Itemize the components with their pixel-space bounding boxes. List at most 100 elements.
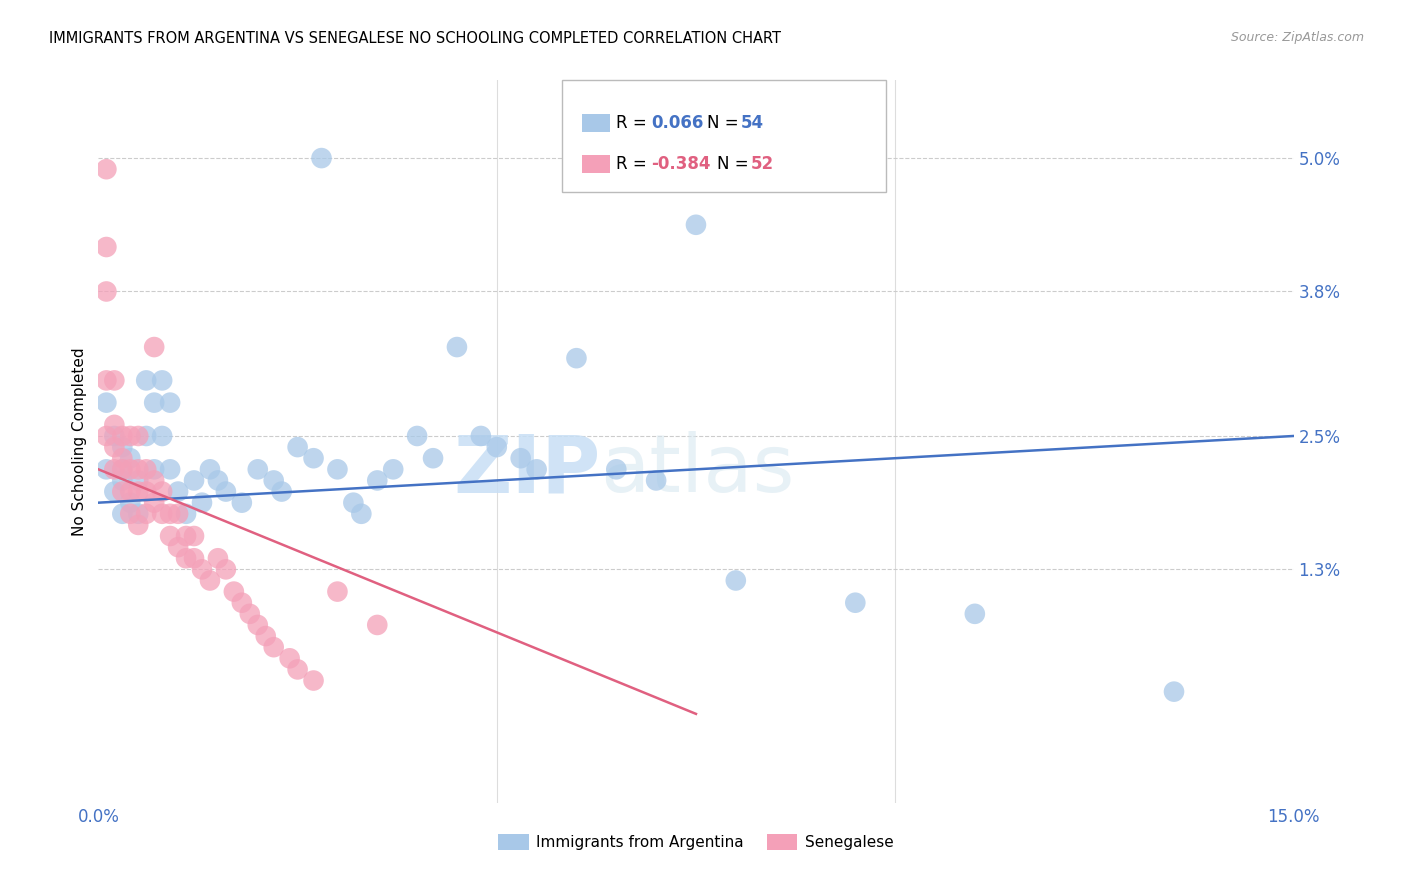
Point	[111, 440, 134, 454]
Point	[120, 507, 142, 521]
Point	[207, 474, 229, 488]
Point	[302, 673, 325, 688]
Point	[150, 507, 173, 521]
Point	[96, 285, 118, 299]
Point	[120, 451, 142, 466]
Point	[231, 596, 253, 610]
Point	[120, 462, 142, 476]
Text: 52: 52	[751, 155, 773, 173]
Point	[111, 507, 134, 521]
Point	[127, 429, 149, 443]
Point	[191, 496, 214, 510]
Point	[135, 484, 157, 499]
Point	[278, 651, 301, 665]
Point	[287, 440, 309, 454]
Point	[326, 584, 349, 599]
Point	[96, 462, 118, 476]
Point	[167, 484, 190, 499]
Point	[127, 484, 149, 499]
Point	[143, 395, 166, 409]
Point	[96, 240, 118, 254]
Point	[342, 496, 364, 510]
Point	[159, 507, 181, 521]
Point	[103, 484, 125, 499]
Point	[150, 484, 173, 499]
Point	[96, 162, 118, 177]
Point	[406, 429, 429, 443]
Point	[127, 507, 149, 521]
Y-axis label: No Schooling Completed: No Schooling Completed	[72, 347, 87, 536]
Text: ZIP: ZIP	[453, 432, 600, 509]
Text: 54: 54	[741, 114, 763, 132]
Point	[366, 618, 388, 632]
Point	[127, 517, 149, 532]
Point	[350, 507, 373, 521]
Point	[143, 496, 166, 510]
Point	[246, 618, 269, 632]
Point	[159, 462, 181, 476]
Text: IMMIGRANTS FROM ARGENTINA VS SENEGALESE NO SCHOOLING COMPLETED CORRELATION CHART: IMMIGRANTS FROM ARGENTINA VS SENEGALESE …	[49, 31, 782, 46]
Text: 0.066: 0.066	[651, 114, 703, 132]
Point	[167, 507, 190, 521]
Point	[526, 462, 548, 476]
Point	[174, 529, 197, 543]
Point	[143, 474, 166, 488]
Point	[422, 451, 444, 466]
Point	[287, 662, 309, 676]
Point	[326, 462, 349, 476]
Point	[844, 596, 866, 610]
Point	[215, 562, 238, 576]
Point	[96, 373, 118, 387]
Point	[685, 218, 707, 232]
Point	[207, 551, 229, 566]
Point	[509, 451, 531, 466]
Point	[120, 496, 142, 510]
Text: N =: N =	[707, 114, 744, 132]
Point	[183, 551, 205, 566]
Point	[485, 440, 508, 454]
Point	[111, 474, 134, 488]
Point	[231, 496, 253, 510]
Point	[174, 507, 197, 521]
Point	[239, 607, 262, 621]
Point	[159, 529, 181, 543]
Point	[605, 462, 627, 476]
Point	[246, 462, 269, 476]
Point	[198, 462, 221, 476]
Point	[565, 351, 588, 366]
Point	[270, 484, 292, 499]
Point	[103, 373, 125, 387]
Text: R =: R =	[616, 155, 652, 173]
Point	[111, 451, 134, 466]
Point	[111, 484, 134, 499]
Text: Source: ZipAtlas.com: Source: ZipAtlas.com	[1230, 31, 1364, 45]
Point	[96, 395, 118, 409]
Point	[111, 462, 134, 476]
Point	[159, 395, 181, 409]
Point	[120, 429, 142, 443]
Text: atlas: atlas	[600, 432, 794, 509]
Point	[963, 607, 986, 621]
Point	[103, 429, 125, 443]
Point	[111, 429, 134, 443]
Point	[222, 584, 245, 599]
Point	[143, 462, 166, 476]
Text: -0.384: -0.384	[651, 155, 710, 173]
Point	[254, 629, 277, 643]
Point	[183, 529, 205, 543]
Point	[120, 484, 142, 499]
Point	[96, 429, 118, 443]
Point	[103, 440, 125, 454]
Text: N =: N =	[717, 155, 754, 173]
Point	[135, 462, 157, 476]
Point	[191, 562, 214, 576]
Point	[127, 474, 149, 488]
Point	[1163, 684, 1185, 698]
Point	[645, 474, 668, 488]
Point	[135, 507, 157, 521]
Point	[143, 340, 166, 354]
Point	[311, 151, 333, 165]
Point	[470, 429, 492, 443]
Point	[382, 462, 405, 476]
Legend: Immigrants from Argentina, Senegalese: Immigrants from Argentina, Senegalese	[492, 829, 900, 856]
